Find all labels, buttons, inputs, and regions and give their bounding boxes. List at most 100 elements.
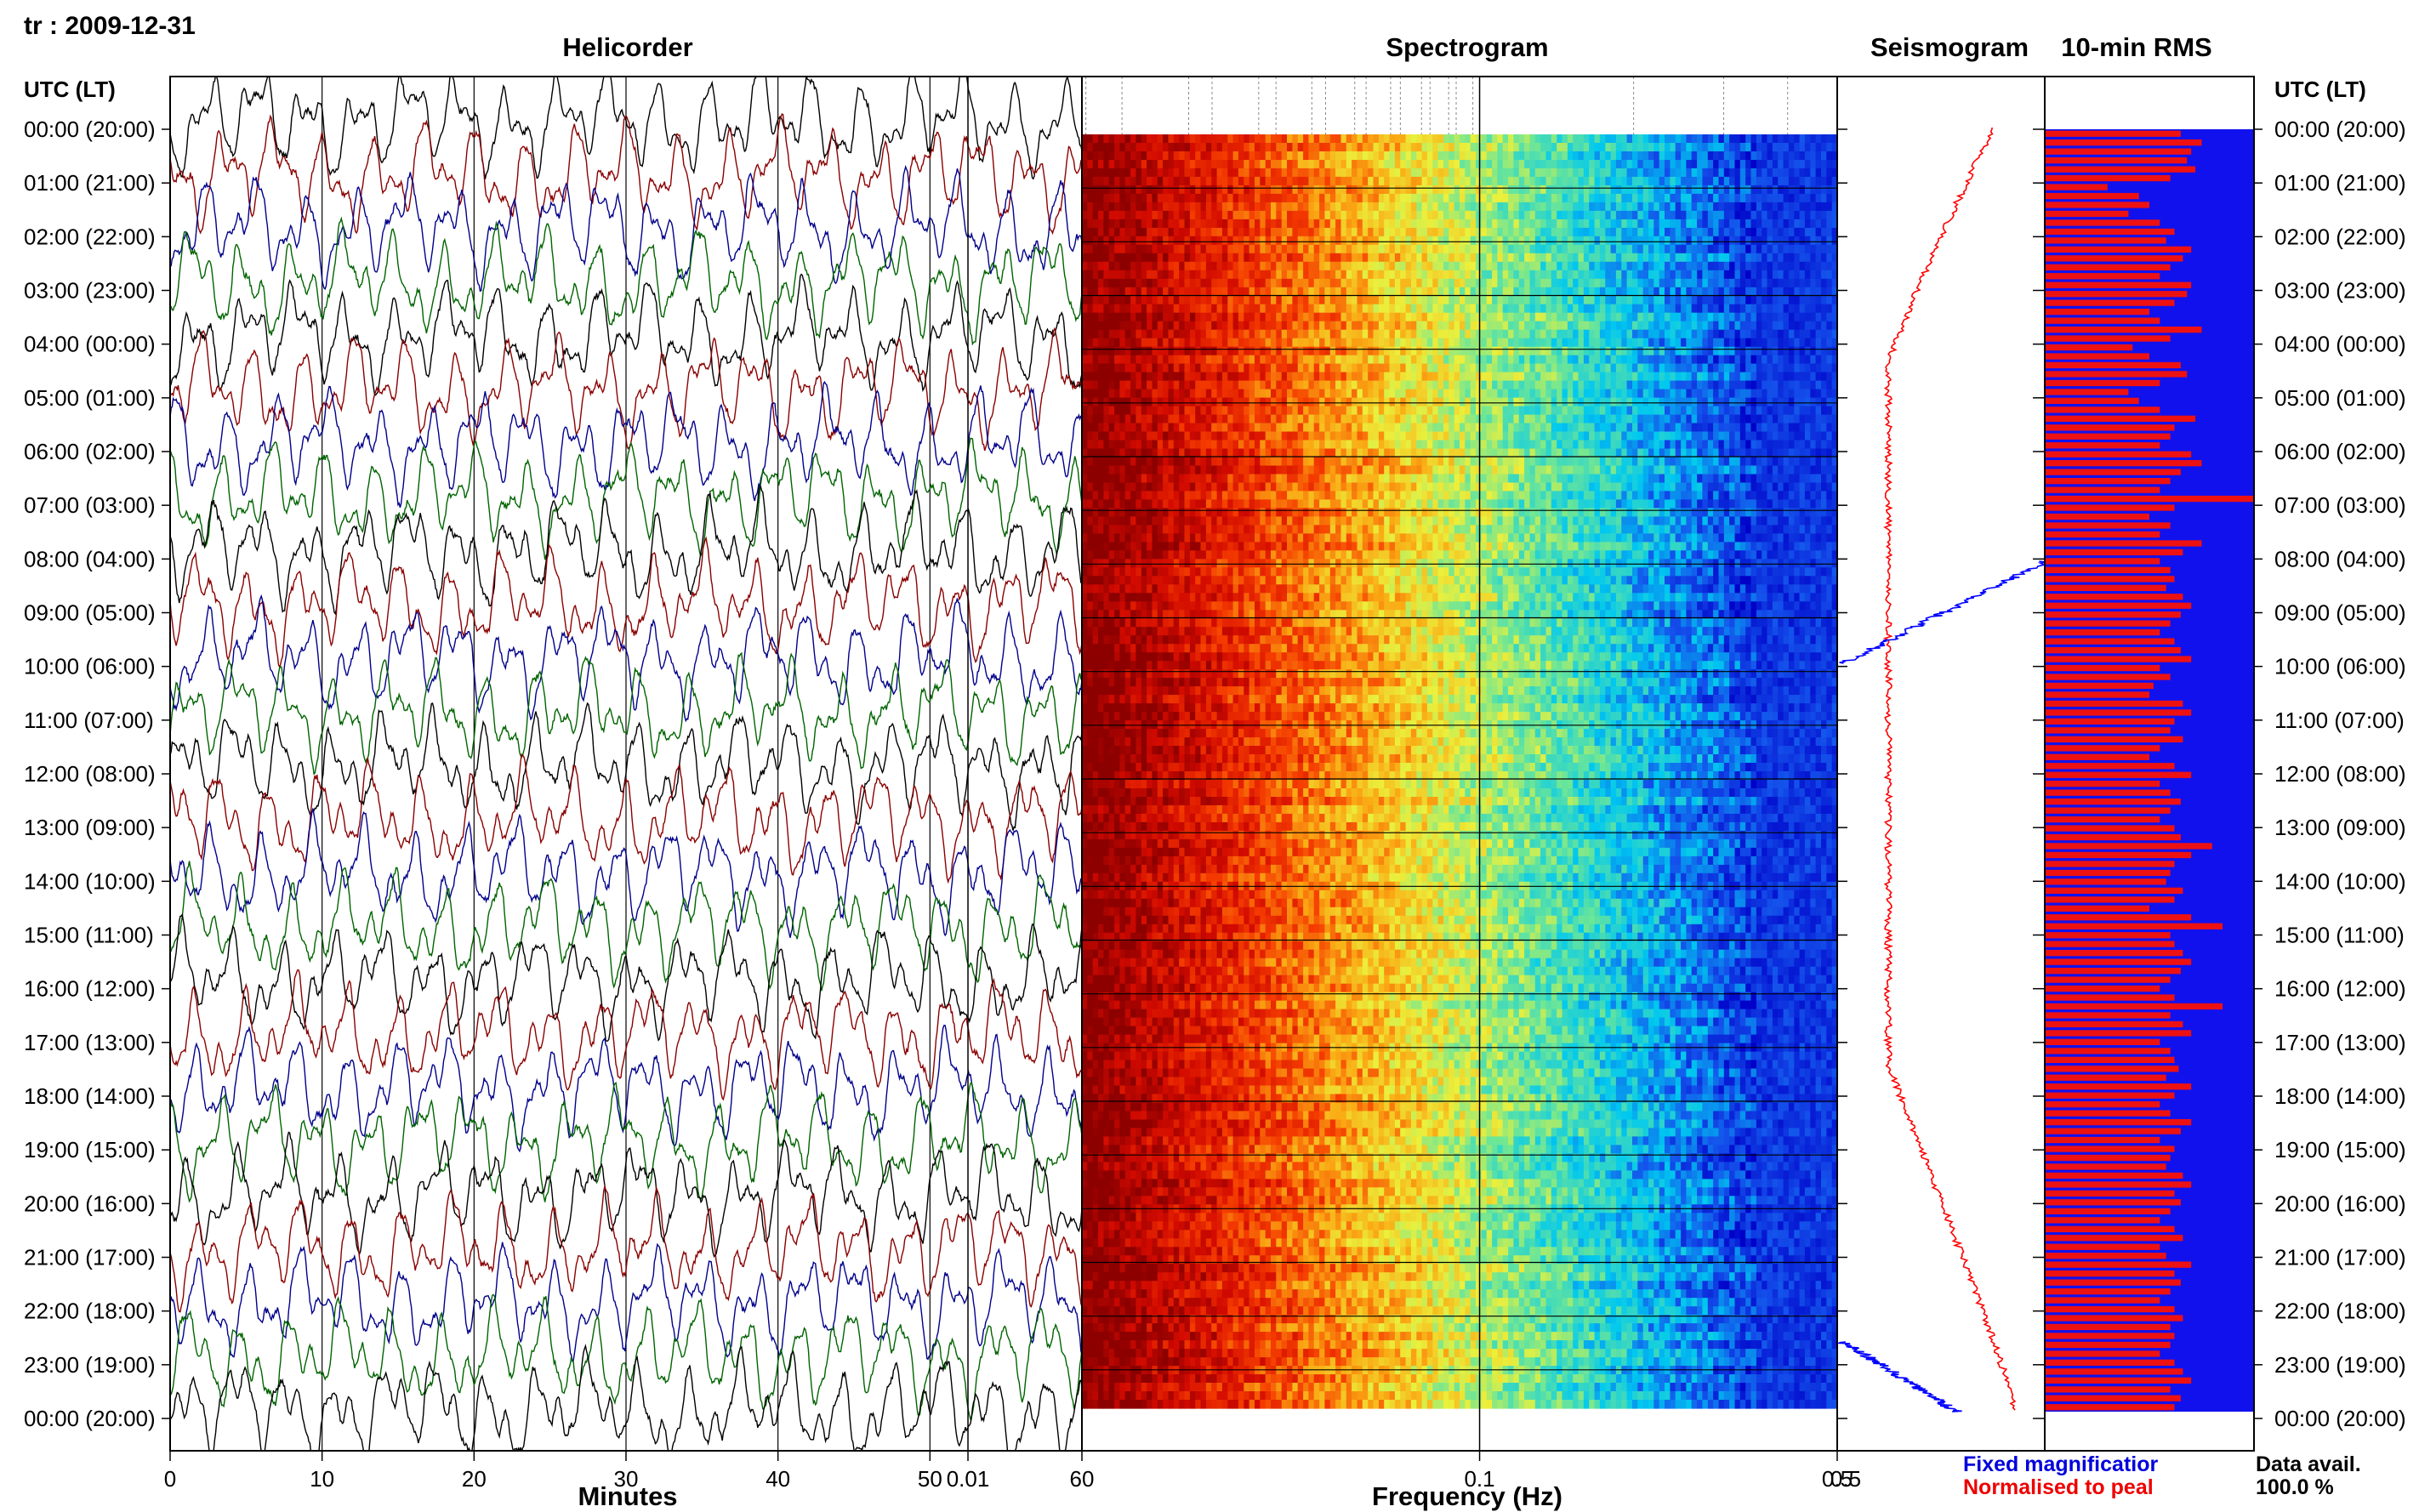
spectrogram-cell: [1584, 177, 1590, 186]
spectrogram-cell: [1136, 185, 1141, 195]
spectrogram-cell: [1513, 134, 1519, 144]
spectrogram-cell: [1330, 177, 1336, 186]
spectrogram-cell: [1169, 160, 1175, 169]
spectrogram-cell: [1244, 228, 1249, 237]
spectrogram-cell: [1298, 202, 1304, 212]
spectrogram-cell: [1114, 177, 1120, 186]
spectrogram-cell: [1335, 168, 1341, 178]
spectrogram-cell: [1767, 185, 1773, 195]
spectrogram-cell: [1697, 228, 1703, 237]
spectrogram-cell: [1702, 168, 1708, 178]
spectrogram-cell: [1492, 177, 1498, 186]
spectrogram-cell: [1800, 211, 1806, 220]
spectrogram-cell: [1195, 202, 1201, 212]
spectrogram-cell: [1255, 160, 1261, 169]
spectrogram-cell: [1400, 134, 1406, 144]
spectrogram-cell: [1282, 245, 1288, 254]
spectrogram-cell: [1573, 211, 1579, 220]
spectrogram-cell: [1670, 202, 1676, 212]
spectrogram-cell: [1627, 134, 1633, 144]
spectrogram-cell: [1540, 211, 1546, 220]
spectrogram-cell: [1616, 202, 1622, 212]
spectrogram-cell: [1729, 134, 1735, 144]
spectrogram-cell: [1335, 185, 1341, 195]
spectrogram-cell: [1400, 143, 1406, 152]
spectrogram-cell: [1443, 219, 1449, 229]
spectrogram-cell: [1460, 228, 1466, 237]
spectrogram-cell: [1438, 228, 1444, 237]
spectrogram-cell: [1427, 185, 1433, 195]
spectrogram-cell: [1125, 134, 1131, 144]
spectrogram-cell: [1681, 160, 1687, 169]
spectrogram-cell: [1136, 245, 1141, 254]
spectrogram-cell: [1330, 151, 1336, 161]
spectrogram-cell: [1098, 177, 1104, 186]
spectrogram-cell: [1616, 185, 1622, 195]
spectrogram-cell: [1648, 177, 1654, 186]
spectrogram-cell: [1557, 151, 1562, 161]
spectrogram-cell: [1249, 211, 1255, 220]
spectrogram-cell: [1751, 211, 1757, 220]
spectrogram-cell: [1093, 219, 1099, 229]
spectrogram-cell: [1692, 168, 1698, 178]
spectrogram-cell: [1735, 236, 1741, 246]
spectrogram-cell: [1379, 211, 1385, 220]
spectrogram-cell: [1708, 177, 1714, 186]
spectrogram-cell: [1524, 219, 1530, 229]
spectrogram-cell: [1368, 245, 1374, 254]
spectrogram-cell: [1697, 219, 1703, 229]
spectrogram-cell: [1767, 134, 1773, 144]
spectrogram-cell: [1471, 202, 1477, 212]
spectrogram-cell: [1179, 245, 1185, 254]
spectrogram-cell: [1708, 228, 1714, 237]
spectrogram-cell: [1287, 151, 1293, 161]
spectrogram-cell: [1729, 211, 1735, 220]
spectrogram-cell: [1643, 143, 1649, 152]
spectrogram-cell: [1605, 245, 1611, 254]
spectrogram-cell: [1103, 253, 1109, 263]
spectrogram-cell: [1119, 168, 1125, 178]
spectrogram-cell: [1579, 143, 1585, 152]
spectrogram-cell: [1637, 134, 1643, 144]
spectrogram-cell: [1185, 134, 1191, 144]
spectrogram-cell: [1341, 143, 1347, 152]
spectrogram-cell: [1130, 245, 1136, 254]
spectrogram-cell: [1816, 160, 1822, 169]
spectrogram-cell: [1249, 185, 1255, 195]
spectrogram-cell: [1125, 211, 1131, 220]
spectrogram-cell: [1708, 168, 1714, 178]
spectrogram-cell: [1346, 134, 1352, 144]
spectrogram-cell: [1653, 134, 1659, 144]
spectrogram-cell: [1125, 202, 1131, 212]
spectrogram-cell: [1190, 177, 1196, 186]
spectrogram-cell: [1497, 160, 1503, 169]
spectrogram-cell: [1308, 245, 1314, 254]
spectrogram-cell: [1519, 211, 1525, 220]
spectrogram-cell: [1487, 228, 1493, 237]
spectrogram-cell: [1292, 168, 1298, 178]
spectrogram-cell: [1530, 228, 1536, 237]
spectrogram-cell: [1169, 194, 1175, 203]
spectrogram-cell: [1665, 185, 1671, 195]
spectrogram-cell: [1784, 151, 1790, 161]
spectrogram-cell: [1476, 143, 1482, 152]
spectrogram-cell: [1784, 202, 1790, 212]
spectrogram-cell: [1153, 219, 1158, 229]
spectrogram-cell: [1767, 160, 1773, 169]
spectrogram-cell: [1524, 236, 1530, 246]
spectrogram-cell: [1751, 194, 1757, 203]
spectrogram-cell: [1227, 168, 1233, 178]
spectrogram-cell: [1238, 151, 1244, 161]
spectrogram-cell: [1147, 143, 1153, 152]
spectrogram-cell: [1643, 168, 1649, 178]
spectrogram-cell: [1665, 134, 1671, 144]
spectrogram-cell: [1098, 151, 1104, 161]
spectrogram-cell: [1400, 151, 1406, 161]
spectrogram-cell: [1745, 151, 1751, 161]
spectrogram-cell: [1648, 211, 1654, 220]
spectrogram-cell: [1573, 194, 1579, 203]
spectrogram-cell: [1476, 219, 1482, 229]
spectrogram-cell: [1611, 168, 1617, 178]
spectrogram-cell: [1735, 228, 1741, 237]
spectrogram-cell: [1125, 177, 1131, 186]
